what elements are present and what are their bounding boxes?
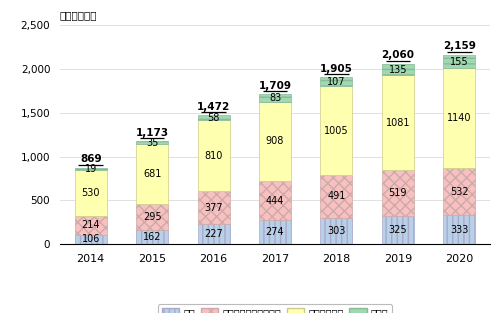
Bar [136, 230, 168, 244]
Text: 295: 295 [143, 212, 162, 222]
Text: 1,709: 1,709 [258, 81, 292, 91]
Text: 58: 58 [208, 113, 220, 123]
Text: 1081: 1081 [386, 118, 410, 128]
Text: 83: 83 [269, 93, 281, 103]
Text: 135: 135 [388, 64, 407, 74]
Text: 1140: 1140 [447, 113, 471, 123]
Legend: 北米, 欧州・中東・アフリカ, アジア太平洋, 中南米: 北米, 欧州・中東・アフリカ, アジア太平洋, 中南米 [158, 305, 392, 313]
Bar [136, 204, 168, 230]
Bar [74, 235, 106, 244]
Text: 444: 444 [266, 196, 284, 206]
Text: 908: 908 [266, 136, 284, 146]
Text: （百万ドル）: （百万ドル） [60, 10, 98, 20]
Text: 35: 35 [146, 138, 158, 148]
Bar [136, 144, 168, 204]
Text: 491: 491 [327, 191, 345, 201]
Text: 1,173: 1,173 [136, 128, 168, 138]
Bar [259, 94, 291, 102]
Text: 2,159: 2,159 [443, 41, 476, 51]
Text: 325: 325 [388, 225, 407, 235]
Bar [382, 75, 414, 170]
Bar [259, 102, 291, 181]
Bar [444, 215, 476, 244]
Bar [198, 120, 230, 191]
Text: 214: 214 [82, 220, 100, 230]
Text: 530: 530 [82, 188, 100, 198]
Text: 1,472: 1,472 [197, 102, 230, 112]
Text: 869: 869 [80, 155, 102, 164]
Bar [444, 69, 476, 168]
Text: 155: 155 [450, 57, 468, 67]
Text: 106: 106 [82, 234, 100, 244]
Text: 1005: 1005 [324, 126, 348, 136]
Text: 1,905: 1,905 [320, 64, 353, 74]
Bar [74, 216, 106, 235]
Bar [320, 175, 352, 218]
Bar [320, 218, 352, 244]
Text: 19: 19 [84, 164, 97, 174]
Text: 333: 333 [450, 224, 468, 234]
Text: 810: 810 [204, 151, 223, 161]
Text: 162: 162 [143, 232, 162, 242]
Text: 532: 532 [450, 187, 468, 197]
Text: 2,060: 2,060 [382, 50, 414, 60]
Text: 377: 377 [204, 203, 223, 213]
Bar [74, 168, 106, 170]
Bar [198, 191, 230, 224]
Text: 227: 227 [204, 229, 223, 239]
Bar [320, 86, 352, 175]
Text: 519: 519 [388, 188, 407, 198]
Bar [382, 216, 414, 244]
Bar [259, 181, 291, 220]
Bar [259, 220, 291, 244]
Bar [74, 170, 106, 216]
Bar [198, 115, 230, 120]
Bar [198, 224, 230, 244]
Bar [444, 55, 476, 69]
Bar [136, 141, 168, 144]
Bar [444, 168, 476, 215]
Text: 303: 303 [327, 226, 345, 236]
Bar [382, 64, 414, 75]
Text: 274: 274 [266, 227, 284, 237]
Text: 107: 107 [327, 77, 345, 87]
Bar [320, 77, 352, 86]
Text: 681: 681 [143, 169, 162, 179]
Bar [382, 170, 414, 216]
